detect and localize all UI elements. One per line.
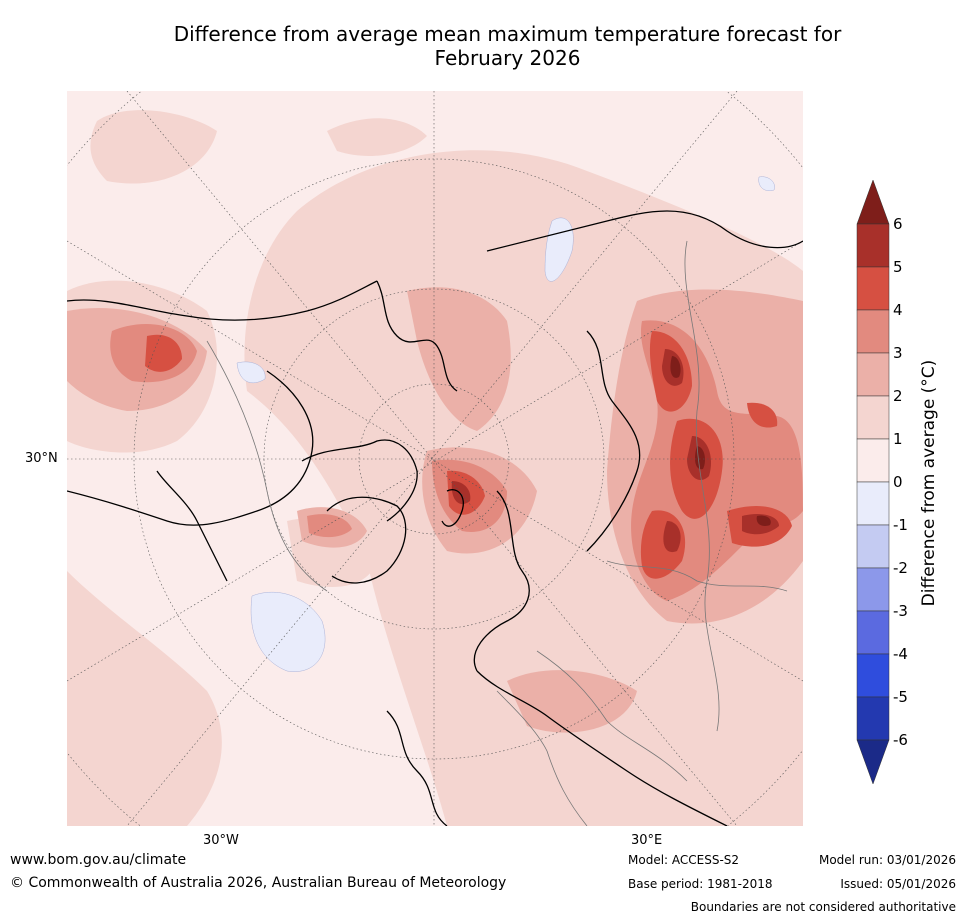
lon-label-30e: 30°E [631,833,663,848]
colorbar-tick-label: 2 [893,387,903,405]
footer-copyright: © Commonwealth of Australia 2026, Austra… [10,875,507,891]
lat-label-30n: 30°N [25,451,58,466]
colorbar-block [856,266,890,311]
colorbar-block [856,395,890,440]
colorbar-tick-label: -6 [893,731,908,749]
colorbar-block [856,223,890,268]
colorbar-tick-label: -5 [893,688,908,706]
title-line-2: February 2026 [434,46,581,70]
graticule [67,91,803,826]
footer-issued: Issued: 05/01/2026 [840,877,956,891]
colorbar-block [856,481,890,526]
colorbar-block [856,438,890,483]
colorbar-extend-bottom [856,739,890,784]
colorbar-block [856,352,890,397]
forecast-map [67,91,803,826]
country-boundaries [206,240,788,826]
coastlines [67,210,803,826]
colorbar-tick-label: 1 [893,430,903,448]
footer-base-period: Base period: 1981-2018 [628,877,773,891]
lon-label-30w: 30°W [203,833,239,848]
footer-model-run: Model run: 03/01/2026 [818,853,956,867]
colorbar-tick-label: 4 [893,301,903,319]
colorbar-extend-top [856,180,890,225]
colorbar-tick-label: 6 [893,215,903,233]
footer-disclaimer: Boundaries are not considered authoritat… [690,900,956,914]
colorbar-tick-label: -3 [893,602,908,620]
colorbar-tick-label: -1 [893,516,908,534]
colorbar-tick-label: 0 [893,473,903,491]
colorbar-block [856,567,890,612]
colorbar-block [856,309,890,354]
colorbar-tick-label: -2 [893,559,908,577]
colorbar-block [856,696,890,741]
colorbar-tick-label: -4 [893,645,908,663]
title-line-1: Difference from average mean maximum tem… [173,22,842,46]
colorbar-block [856,653,890,698]
colorbar-tick-label: 3 [893,344,903,362]
colorbar-label: Difference from average (°C) [919,359,939,607]
colorbar-block [856,610,890,655]
map-title: Difference from average mean maximum tem… [60,22,955,70]
colorbar [856,180,890,784]
footer-website: www.bom.gov.au/climate [10,852,187,868]
anomaly-band-0-minus-1 [236,176,775,672]
footer-model: Model: ACCESS-S2 [628,853,740,867]
colorbar-tick-label: 5 [893,258,903,276]
colorbar-block [856,524,890,569]
